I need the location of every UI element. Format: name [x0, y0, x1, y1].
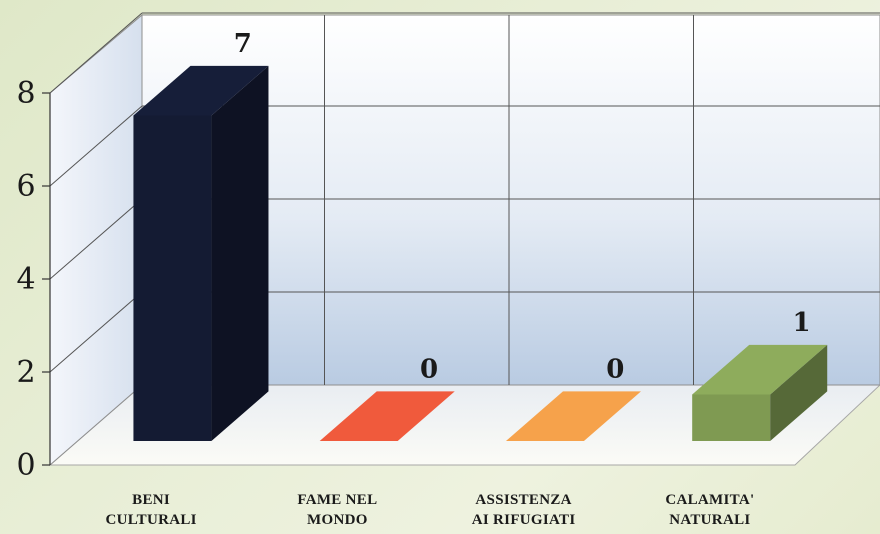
gridline-side [49, 105, 143, 187]
category-label: BENI [132, 492, 170, 508]
value-label: 7 [234, 29, 252, 59]
x-axis-labels: BENI CULTURALI FAME NEL MONDO ASSISTENZA AI R… [105, 492, 754, 528]
category-label: CALAMITA' [665, 492, 754, 508]
gridline-side [49, 198, 143, 280]
bar [692, 344, 828, 441]
y-tick-label: 4 [16, 262, 35, 297]
category-label: CULTURALI [105, 512, 196, 528]
bar-side [770, 344, 828, 441]
bar-top [692, 344, 828, 395]
bar-side [211, 65, 269, 442]
bar [319, 391, 455, 441]
bar [133, 65, 269, 442]
gridline-side [49, 291, 143, 373]
bar [505, 391, 641, 441]
category-label: MONDO [307, 512, 368, 528]
y-tick-label: 0 [16, 448, 35, 483]
y-tick-label: 6 [16, 169, 35, 204]
bar-top [505, 391, 641, 441]
bar-front [692, 394, 771, 441]
value-labels: 7 0 0 1 [234, 29, 811, 384]
left-wall [49, 13, 143, 467]
value-label: 0 [420, 354, 438, 384]
bar-top [319, 391, 455, 441]
y-axis: 0 2 4 6 8 [16, 76, 51, 483]
category-label: AI RIFUGIATI [472, 512, 576, 528]
value-label: 0 [606, 354, 624, 384]
bar-front [133, 115, 212, 441]
category-label: ASSISTENZA [475, 492, 571, 508]
gridline-side [49, 12, 143, 94]
value-label: 1 [793, 308, 811, 338]
category-label: NATURALI [669, 512, 750, 528]
y-tick-label: 2 [16, 355, 35, 390]
category-label: FAME NEL [297, 492, 377, 508]
bar-top [133, 65, 269, 116]
y-tick-label: 8 [16, 76, 35, 111]
bars [133, 65, 828, 442]
